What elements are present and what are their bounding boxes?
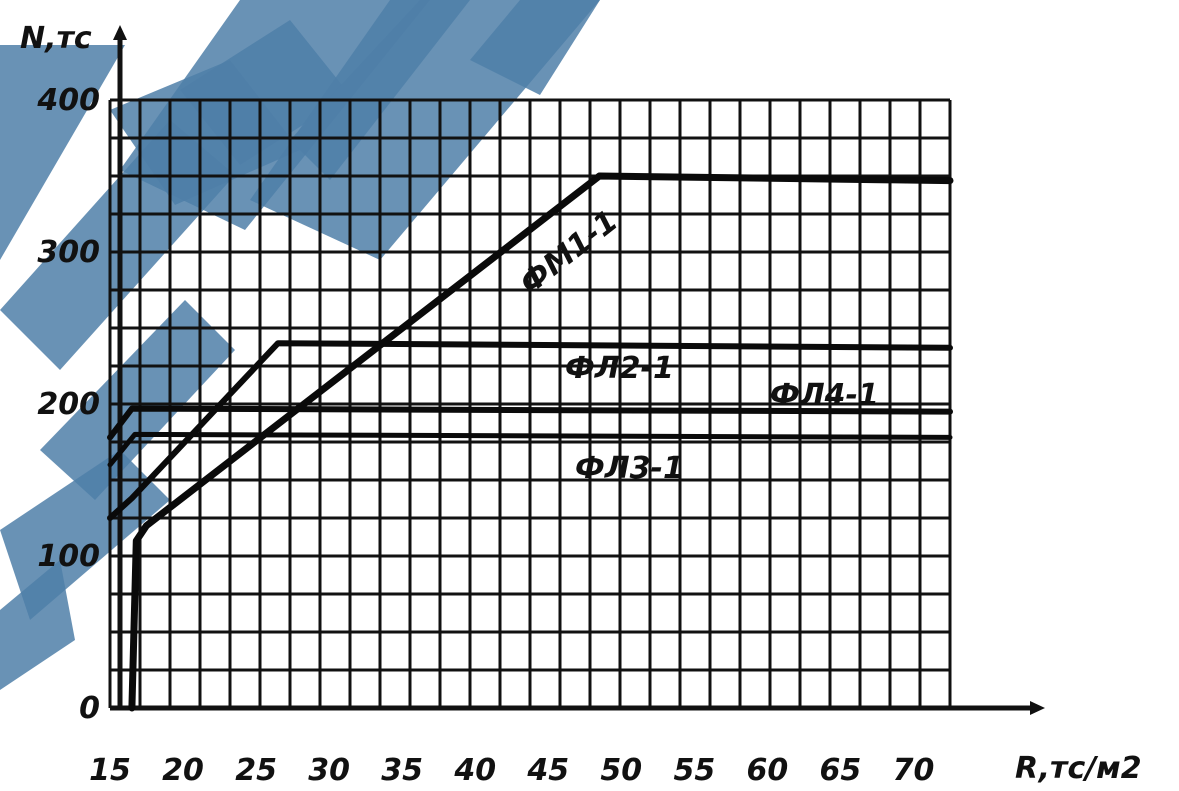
x-tick-label: 60 (747, 753, 789, 788)
x-tick-label: 15 (89, 753, 131, 788)
y-tick-label: 0 (79, 691, 100, 726)
tick-labels: 15 20 25 30 35 40 45 50 55 60 65 70 0 100 200 300 400 (36, 83, 934, 788)
x-axis-arrow (1030, 701, 1045, 715)
y-tick-label: 100 (37, 539, 100, 574)
series-line-3 (107, 405, 953, 441)
grid (108, 98, 952, 710)
series-line-2 (107, 340, 953, 521)
y-tick-label: 400 (36, 83, 100, 118)
axes (110, 25, 1045, 715)
series-lines (107, 172, 954, 712)
x-tick-label: 40 (453, 753, 496, 788)
x-tick-label: 50 (600, 753, 642, 788)
y-tick-label: 200 (37, 387, 100, 422)
x-tick-label: 20 (162, 753, 204, 788)
x-tick-label: 30 (308, 753, 350, 788)
series-label-fl3: ФЛ3-1 (575, 451, 684, 486)
x-axis-title: R,тс/м2 (1015, 751, 1142, 786)
y-tick-label: 300 (37, 235, 100, 270)
series-label-fl2: ФЛ2-1 (565, 351, 674, 386)
series-line-1 (128, 172, 954, 712)
x-tick-label: 35 (381, 753, 423, 788)
x-tick-label: 25 (235, 753, 277, 788)
y-axis-arrow (113, 25, 127, 40)
x-tick-label: 70 (893, 753, 935, 788)
x-tick-label: 55 (673, 753, 715, 788)
x-tick-label: 65 (820, 753, 862, 788)
y-axis-title: N,тс (20, 21, 92, 56)
series-line-4 (107, 431, 953, 468)
series-label-fl4: ФЛ4-1 (770, 378, 879, 413)
axis-titles: N,тс R,тс/м2 (20, 21, 1142, 786)
x-tick-label: 45 (526, 753, 569, 788)
